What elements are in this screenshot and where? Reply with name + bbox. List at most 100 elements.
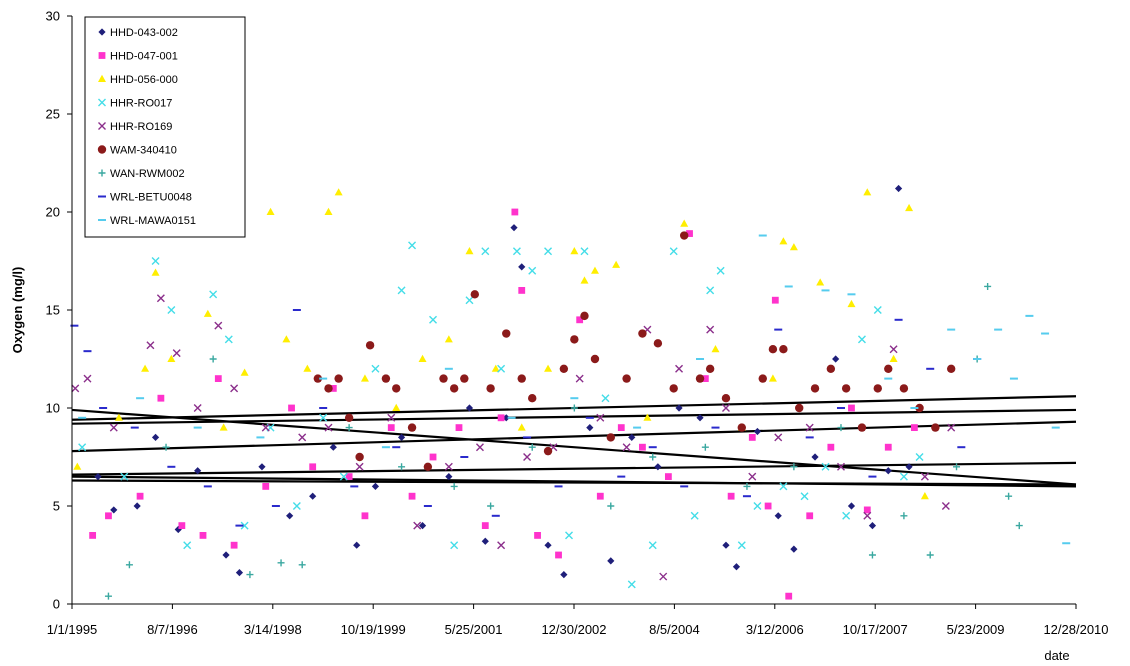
data-point: [387, 424, 395, 431]
data-point: [884, 377, 893, 380]
data-point: [836, 462, 845, 471]
data-point: [261, 423, 270, 432]
series-wrl-betu0048: [70, 309, 982, 527]
trendline: [71, 408, 1077, 425]
data-point: [78, 416, 87, 419]
data-point: [528, 394, 537, 403]
legend-entry: HHD-056-000: [110, 74, 178, 86]
data-point: [345, 473, 353, 480]
data-point: [214, 321, 223, 330]
data-point: [560, 571, 568, 579]
data-point: [899, 472, 908, 481]
data-point: [350, 485, 359, 488]
legend-marker: [98, 52, 106, 59]
data-point: [360, 374, 369, 382]
data-point: [544, 364, 553, 372]
data-point: [946, 364, 956, 373]
data-point: [842, 511, 851, 520]
legend-entry: HHD-047-001: [110, 51, 178, 63]
data-point: [774, 512, 782, 520]
data-point: [653, 339, 663, 348]
data-point: [355, 462, 364, 471]
data-point: [758, 234, 767, 237]
data-point: [805, 436, 814, 439]
data-point: [167, 354, 176, 362]
data-point: [397, 433, 406, 441]
data-point: [528, 266, 537, 275]
data-point: [408, 492, 416, 500]
data-point: [94, 473, 102, 481]
data-point: [680, 219, 689, 227]
data-point: [821, 289, 830, 292]
data-point: [83, 350, 92, 353]
data-point: [565, 531, 574, 540]
data-point: [748, 434, 756, 441]
legend-entry: HHR-RO017: [110, 98, 172, 110]
data-point: [319, 377, 328, 380]
data-point: [957, 446, 966, 449]
x-tick-label: 1/1/1995: [47, 622, 98, 637]
data-point: [381, 446, 390, 449]
data-point: [423, 462, 433, 471]
data-point: [884, 443, 892, 451]
legend-marker: [98, 169, 106, 177]
data-point: [450, 541, 459, 550]
legend-box: [84, 16, 246, 238]
data-point: [790, 463, 798, 471]
data-point: [841, 384, 851, 393]
data-point: [857, 423, 867, 432]
data-point: [994, 328, 1003, 331]
data-point: [654, 463, 662, 471]
y-tick-label: 30: [46, 9, 60, 24]
y-tick-label: 10: [46, 401, 60, 416]
data-point: [413, 521, 422, 530]
data-point: [742, 495, 751, 498]
data-point: [511, 208, 519, 216]
data-point: [523, 436, 532, 439]
data-point: [288, 404, 295, 412]
data-point: [392, 403, 401, 411]
data-point: [779, 237, 788, 245]
data-point: [230, 541, 238, 549]
data-point: [240, 521, 249, 530]
x-tick-label: 8/7/1996: [147, 622, 198, 637]
data-point: [371, 364, 380, 373]
data-point: [821, 462, 830, 471]
data-point: [768, 345, 778, 354]
data-point: [219, 423, 228, 431]
legend-entry: WRL-MAWA0151: [110, 215, 196, 227]
data-point: [984, 282, 992, 290]
data-point: [481, 522, 489, 529]
data-point: [607, 502, 615, 510]
data-point: [868, 475, 877, 478]
data-point: [753, 502, 762, 510]
data-point: [926, 551, 934, 559]
data-point: [905, 463, 913, 471]
y-ticks: 0 5 10 15 20 25 30: [46, 9, 72, 612]
data-point: [863, 506, 871, 514]
data-point: [622, 374, 631, 383]
y-tick-label: 20: [46, 205, 60, 220]
data-point: [429, 453, 437, 461]
data-point: [371, 482, 380, 490]
data-point: [555, 551, 562, 559]
data-point: [262, 483, 270, 490]
data-point: [73, 462, 82, 470]
data-point: [721, 394, 731, 403]
data-point: [319, 407, 328, 409]
data-point: [487, 502, 495, 510]
data-point: [695, 374, 705, 383]
data-point: [146, 341, 155, 350]
x-tick-label: 12/30/2002: [541, 622, 606, 637]
data-point: [847, 293, 856, 296]
data-point: [716, 266, 725, 275]
data-point: [258, 463, 266, 471]
data-point: [381, 374, 391, 383]
data-point: [497, 364, 506, 373]
data-point: [344, 413, 354, 422]
data-point: [806, 512, 814, 520]
data-point: [675, 404, 683, 412]
data-point: [832, 355, 840, 363]
data-point: [1025, 314, 1034, 317]
data-point: [167, 465, 176, 468]
